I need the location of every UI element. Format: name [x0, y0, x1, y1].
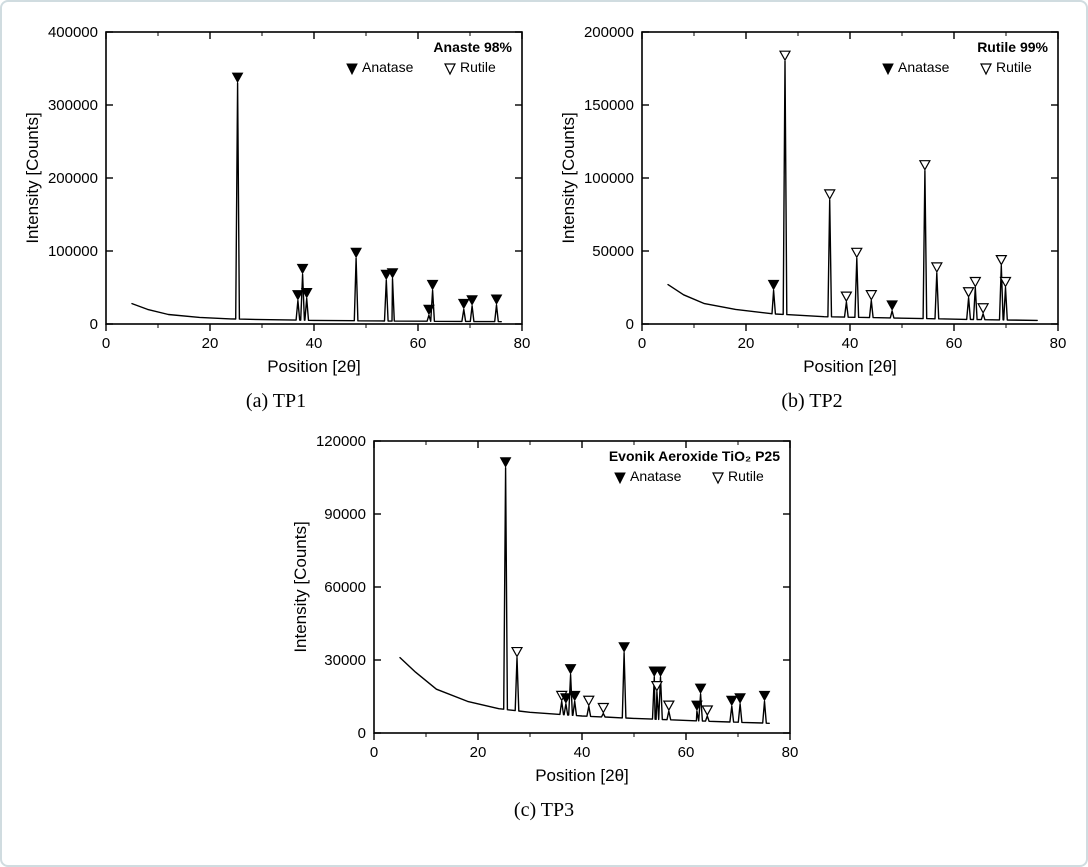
svg-text:Anaste 98%: Anaste 98% — [433, 39, 512, 55]
svg-text:0: 0 — [370, 744, 378, 761]
svg-text:200000: 200000 — [48, 170, 98, 187]
svg-text:Position [2θ]: Position [2θ] — [803, 357, 897, 376]
svg-text:0: 0 — [358, 725, 366, 742]
svg-text:90000: 90000 — [324, 506, 366, 523]
svg-text:Rutile: Rutile — [460, 59, 496, 75]
svg-text:Intensity [Counts]: Intensity [Counts] — [559, 112, 578, 243]
panel-c-cell: 0 20 40 60 80 0 30000 60000 90000 120000 Position … — [284, 423, 804, 822]
svg-text:Intensity [Counts]: Intensity [Counts] — [291, 521, 310, 652]
svg-text:Anatase: Anatase — [630, 468, 682, 484]
svg-text:400000: 400000 — [48, 24, 98, 41]
svg-text:150000: 150000 — [584, 97, 634, 114]
svg-text:40: 40 — [842, 335, 859, 352]
svg-text:60: 60 — [410, 335, 427, 352]
svg-text:Rutile: Rutile — [728, 468, 764, 484]
svg-text:20: 20 — [738, 335, 755, 352]
svg-text:60: 60 — [946, 335, 963, 352]
figure-frame: { "figure": { "panel_width_px": 520, "pa… — [0, 0, 1088, 867]
svg-text:30000: 30000 — [324, 652, 366, 669]
caption-b: (b) TP2 — [781, 390, 842, 413]
bottom-row: 0 20 40 60 80 0 30000 60000 90000 120000 Position … — [16, 423, 1072, 822]
svg-text:0: 0 — [638, 335, 646, 352]
svg-text:Intensity [Counts]: Intensity [Counts] — [23, 112, 42, 243]
svg-text:80: 80 — [782, 744, 799, 761]
svg-text:20: 20 — [470, 744, 487, 761]
svg-text:Rutile: Rutile — [996, 59, 1032, 75]
svg-text:120000: 120000 — [316, 433, 366, 450]
svg-text:40: 40 — [574, 744, 591, 761]
panel-b-cell: 0 20 40 60 80 0 50000 100000 150000 200000 Positio… — [552, 14, 1072, 413]
svg-text:Evonik Aeroxide TiO₂ P25: Evonik Aeroxide TiO₂ P25 — [609, 448, 780, 464]
svg-text:0: 0 — [626, 316, 634, 333]
xrd-chart-tp2: 0 20 40 60 80 0 50000 100000 150000 200000 Positio… — [552, 14, 1072, 384]
panel-a-cell: 0 20 40 60 80 0 100000 200000 300000 400000 Positi… — [16, 14, 536, 413]
svg-text:Anatase: Anatase — [362, 59, 414, 75]
svg-text:40: 40 — [306, 335, 323, 352]
svg-text:Position [2θ]: Position [2θ] — [267, 357, 361, 376]
svg-text:20: 20 — [202, 335, 219, 352]
caption-c: (c) TP3 — [514, 799, 574, 822]
xrd-chart-tp3: 0 20 40 60 80 0 30000 60000 90000 120000 Position … — [284, 423, 804, 793]
svg-text:50000: 50000 — [592, 243, 634, 260]
svg-text:Anatase: Anatase — [898, 59, 950, 75]
svg-text:300000: 300000 — [48, 97, 98, 114]
svg-text:80: 80 — [1050, 335, 1067, 352]
caption-a: (a) TP1 — [246, 390, 306, 413]
xrd-chart-tp1: 0 20 40 60 80 0 100000 200000 300000 400000 Positi… — [16, 14, 536, 384]
svg-text:Rutile 99%: Rutile 99% — [977, 39, 1048, 55]
svg-text:0: 0 — [90, 316, 98, 333]
svg-text:0: 0 — [102, 335, 110, 352]
svg-text:80: 80 — [514, 335, 531, 352]
svg-text:60000: 60000 — [324, 579, 366, 596]
top-row: 0 20 40 60 80 0 100000 200000 300000 400000 Positi… — [16, 14, 1072, 413]
svg-text:200000: 200000 — [584, 24, 634, 41]
svg-text:60: 60 — [678, 744, 695, 761]
svg-text:100000: 100000 — [584, 170, 634, 187]
svg-text:Position [2θ]: Position [2θ] — [535, 766, 629, 785]
svg-text:100000: 100000 — [48, 243, 98, 260]
